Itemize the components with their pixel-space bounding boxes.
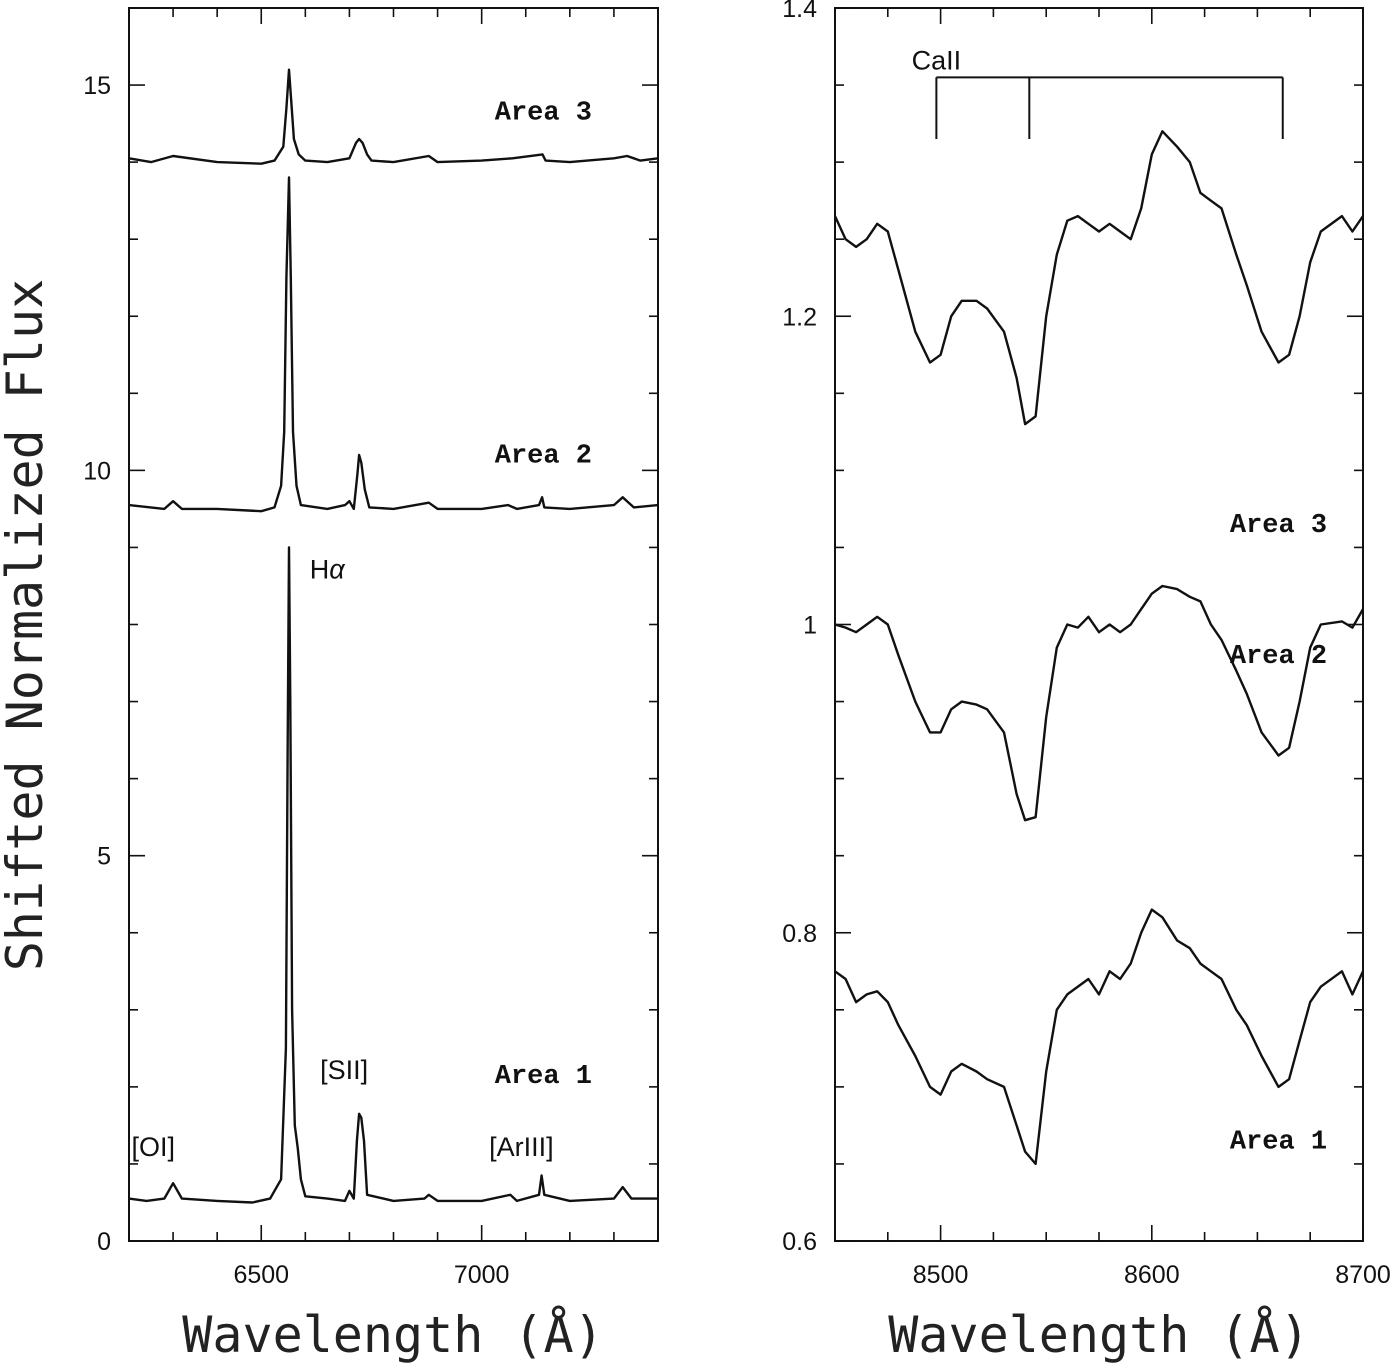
left-label-area-2: Area 2 — [495, 442, 592, 472]
left-label-area-1: Area 1 — [495, 1062, 592, 1092]
left-x-tick-label: 7000 — [454, 1261, 510, 1289]
left-annotation-h-alpha: Hα — [310, 554, 347, 584]
right-ticks: 8500 8600 8700 0.6 0.8 1 1.2 1.4 — [782, 0, 1391, 1289]
right-y-tick-label: 0.6 — [782, 1228, 817, 1256]
left-y-tick-label: 15 — [83, 72, 111, 100]
right-y-tick-label: 1.2 — [782, 303, 817, 331]
left-y-tick-label: 10 — [83, 457, 111, 485]
left-y-tick-label: 5 — [97, 843, 111, 871]
left-series-area-1 — [128, 546, 658, 1204]
left-labels: Area 1 Area 2 Area 3 Hα [SII] [OI] [ArIII] — [131, 99, 592, 1162]
right-annotation-caii: CaII — [912, 46, 962, 76]
right-series-area-1 — [834, 908, 1365, 1166]
left-series-group — [128, 68, 659, 1204]
left-series-area-2 — [128, 176, 659, 513]
right-x-tick-label: 8600 — [1124, 1261, 1180, 1289]
right-label-area-3: Area 3 — [1230, 511, 1327, 541]
left-x-tick-label: 6500 — [233, 1261, 289, 1289]
right-x-tick-label: 8500 — [913, 1261, 969, 1289]
left-label-area-3: Area 3 — [495, 99, 592, 129]
caii-bracket — [935, 76, 1284, 140]
right-y-tick-label: 1.4 — [782, 0, 817, 23]
left-plot-frame — [128, 7, 659, 1242]
left-spectrum-panel: 6500 7000 0 5 10 15 Area 1 Area 2 Area 3 Hα [SII]… — [0, 7, 659, 1364]
left-series-area-3 — [128, 68, 659, 165]
left-annotation-sii: [SII] — [320, 1055, 368, 1085]
right-series-area-3 — [833, 130, 1364, 426]
right-series-area-2 — [834, 584, 1365, 822]
right-label-area-2: Area 2 — [1230, 642, 1327, 672]
right-label-area-1: Area 1 — [1230, 1128, 1327, 1158]
left-annotation-oi: [OI] — [131, 1132, 175, 1162]
right-y-tick-label: 1 — [803, 612, 817, 640]
right-x-tick-label: 8700 — [1335, 1261, 1391, 1289]
right-y-tick-label: 0.8 — [782, 920, 817, 948]
left-annotation-ariii: [ArIII] — [489, 1132, 554, 1162]
right-labels: Area 1 Area 2 Area 3 CaII — [912, 46, 1328, 1158]
left-y-tick-label: 0 — [97, 1228, 111, 1256]
left-y-axis-title: Shifted Normalized Flux — [0, 279, 54, 971]
left-ticks: 6500 7000 0 5 10 15 — [83, 7, 659, 1289]
right-x-axis-title: Wavelength (Å) — [888, 1306, 1309, 1364]
right-series-group — [833, 130, 1365, 1166]
left-x-axis-title: Wavelength (Å) — [182, 1306, 603, 1364]
